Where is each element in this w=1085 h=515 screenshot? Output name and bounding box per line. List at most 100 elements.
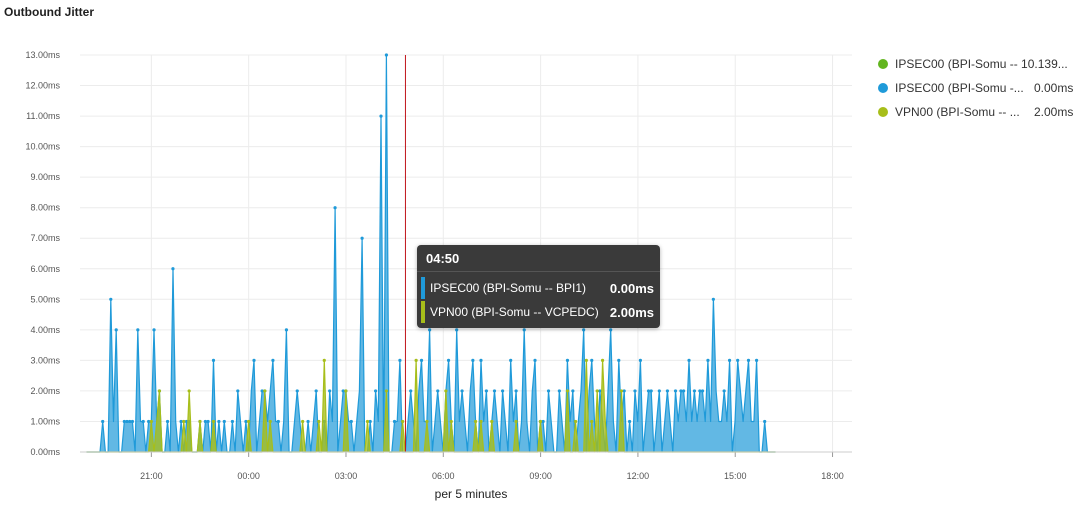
data-point — [384, 389, 389, 393]
data-point — [754, 358, 759, 362]
data-point — [598, 389, 602, 393]
data-point — [436, 389, 440, 393]
legend-dot-icon — [878, 107, 888, 117]
data-point — [236, 389, 240, 393]
data-point — [136, 328, 140, 332]
data-point — [449, 419, 453, 424]
data-point — [633, 389, 637, 393]
data-point — [230, 419, 234, 424]
data-point — [471, 358, 475, 362]
data-point — [414, 358, 418, 362]
legend: IPSEC00 (BPI-Somu -- 10.139... IPSEC00 (… — [878, 52, 1078, 124]
legend-value: 2.00ms — [1034, 105, 1074, 119]
y-tick-label: 13.00ms — [25, 50, 60, 60]
data-point — [619, 389, 624, 393]
data-point — [627, 419, 632, 424]
data-point — [211, 419, 216, 424]
x-tick-label: 00:00 — [237, 471, 260, 481]
data-point — [492, 389, 497, 393]
hover-tooltip: 04:50 IPSEC00 (BPI-Somu -- BPI1) 0.00ms … — [417, 245, 660, 328]
data-point — [533, 358, 537, 362]
legend-label: IPSEC00 (BPI-Somu -- 10.139... — [895, 57, 1068, 71]
data-point — [328, 389, 332, 393]
x-tick-label: 21:00 — [140, 471, 163, 481]
data-point — [384, 53, 389, 57]
tooltip-time: 04:50 — [426, 251, 460, 266]
data-point — [179, 419, 183, 424]
y-tick-label: 10.00ms — [25, 142, 60, 152]
data-point — [509, 358, 513, 362]
data-point — [514, 389, 518, 393]
data-point — [341, 389, 345, 393]
data-point — [500, 389, 505, 393]
data-point — [682, 389, 686, 393]
data-point — [268, 419, 272, 424]
x-tick-label: 12:00 — [627, 471, 650, 481]
data-point — [657, 389, 661, 393]
y-tick-label: 6.00ms — [30, 264, 60, 274]
data-point — [125, 419, 129, 424]
data-point — [322, 358, 326, 362]
jitter-chart[interactable]: 0.00ms 1.00ms 2.00ms 3.00ms 4.00ms 5.00ms 6.00… — [0, 0, 870, 515]
y-tick-label: 9.00ms — [30, 172, 60, 182]
legend-item-vpn[interactable]: VPN00 (BPI-Somu -- ... 2.00ms — [878, 100, 1078, 124]
data-point — [706, 358, 710, 362]
data-point — [333, 206, 337, 210]
data-point — [698, 389, 702, 393]
data-point — [646, 389, 651, 393]
data-point — [687, 358, 691, 362]
y-tick-label: 11.00ms — [26, 111, 60, 121]
data-point — [317, 419, 321, 424]
data-point — [600, 358, 605, 362]
data-point — [314, 389, 318, 393]
data-point — [271, 358, 275, 362]
data-point — [217, 419, 221, 424]
data-point — [222, 419, 226, 424]
data-point — [147, 419, 151, 424]
x-tick-label: 18:00 — [821, 471, 844, 481]
data-point — [455, 328, 459, 332]
data-point — [398, 358, 402, 362]
data-point — [244, 419, 248, 424]
data-point — [128, 419, 132, 424]
data-point — [392, 419, 397, 424]
legend-dot-icon — [878, 83, 888, 93]
data-point — [428, 328, 432, 332]
data-point — [284, 328, 289, 332]
tooltip-value: 0.00ms — [609, 280, 654, 296]
data-point — [157, 389, 162, 393]
data-point — [182, 419, 186, 424]
legend-value: 0.00ms — [1034, 81, 1074, 95]
y-tick-label: 8.00ms — [30, 203, 60, 213]
chart-title: Outbound Jitter — [4, 5, 94, 19]
y-tick-label: 1.00ms — [30, 416, 60, 426]
data-point — [622, 389, 626, 393]
data-point — [595, 389, 599, 393]
data-point — [484, 389, 488, 393]
data-point — [514, 419, 518, 424]
data-point — [252, 358, 256, 362]
data-point — [344, 389, 348, 393]
data-point — [101, 419, 105, 424]
data-point — [490, 419, 494, 424]
data-point — [401, 419, 405, 424]
data-point — [479, 358, 483, 362]
data-point — [187, 389, 191, 393]
data-point — [736, 358, 740, 362]
data-point — [263, 389, 267, 393]
data-point — [152, 328, 156, 332]
data-point — [541, 419, 545, 424]
legend-item-ipsec-2[interactable]: IPSEC00 (BPI-Somu -... 0.00ms — [878, 76, 1078, 100]
data-point — [679, 389, 683, 393]
y-tick-label: 2.00ms — [30, 386, 60, 396]
tooltip-label: VPN00 (BPI-Somu -- VCPEDC) — [430, 305, 599, 319]
data-point — [522, 328, 526, 332]
data-point — [379, 114, 383, 118]
legend-item-ipsec-1[interactable]: IPSEC00 (BPI-Somu -- 10.139... — [878, 52, 1078, 76]
data-point — [260, 389, 264, 393]
data-point — [198, 419, 202, 424]
data-point — [122, 419, 126, 424]
data-point — [722, 389, 726, 393]
y-tick-label: 12.00ms — [25, 81, 60, 91]
data-point — [473, 419, 478, 424]
